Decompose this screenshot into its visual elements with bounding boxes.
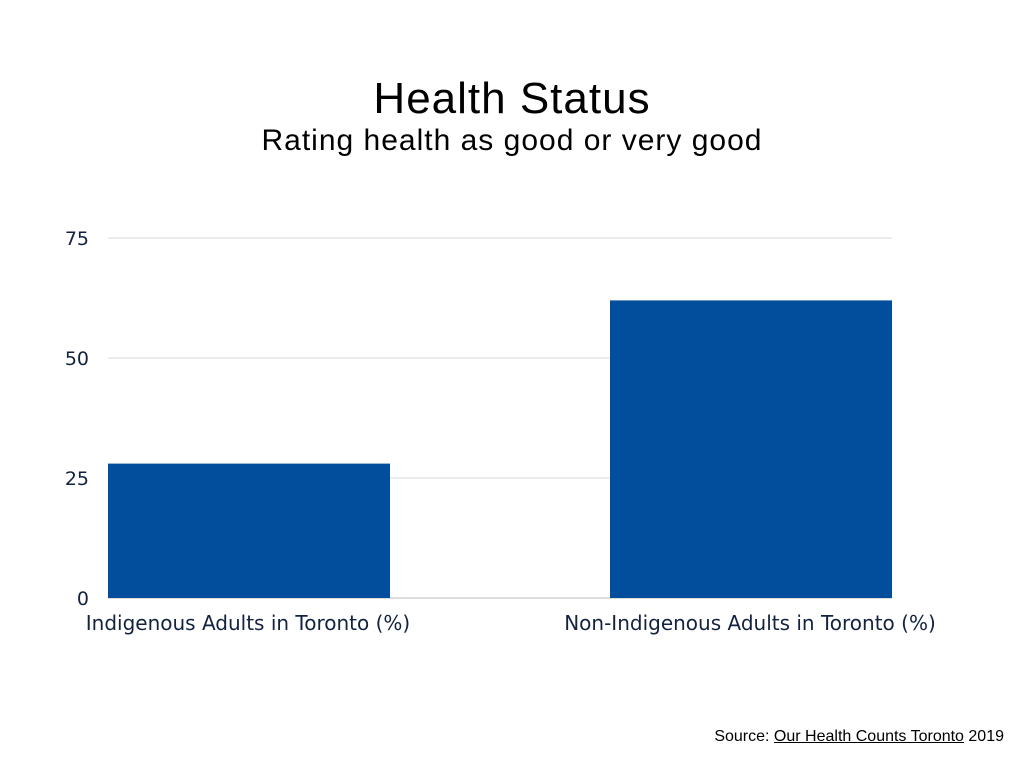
- y-tick-label: 75: [65, 228, 89, 250]
- bar: [610, 300, 892, 598]
- source-prefix: Source:: [714, 728, 774, 745]
- x-category-label: Indigenous Adults in Toronto (%): [86, 611, 410, 635]
- source-year: 2019: [963, 728, 1004, 745]
- y-tick-label: 0: [77, 588, 89, 610]
- chart-subtitle: Rating health as good or very good: [261, 124, 763, 157]
- source-link[interactable]: Our Health Counts Toronto: [773, 728, 964, 745]
- chart-title: Health Status: [373, 74, 651, 123]
- y-tick-label: 50: [65, 348, 89, 370]
- bar: [108, 463, 390, 598]
- source-note: Source: Our Health Counts Toronto 2019: [714, 728, 1004, 746]
- x-category-label: Non-Indigenous Adults in Toronto (%): [564, 611, 936, 635]
- y-tick-label: 25: [65, 468, 89, 490]
